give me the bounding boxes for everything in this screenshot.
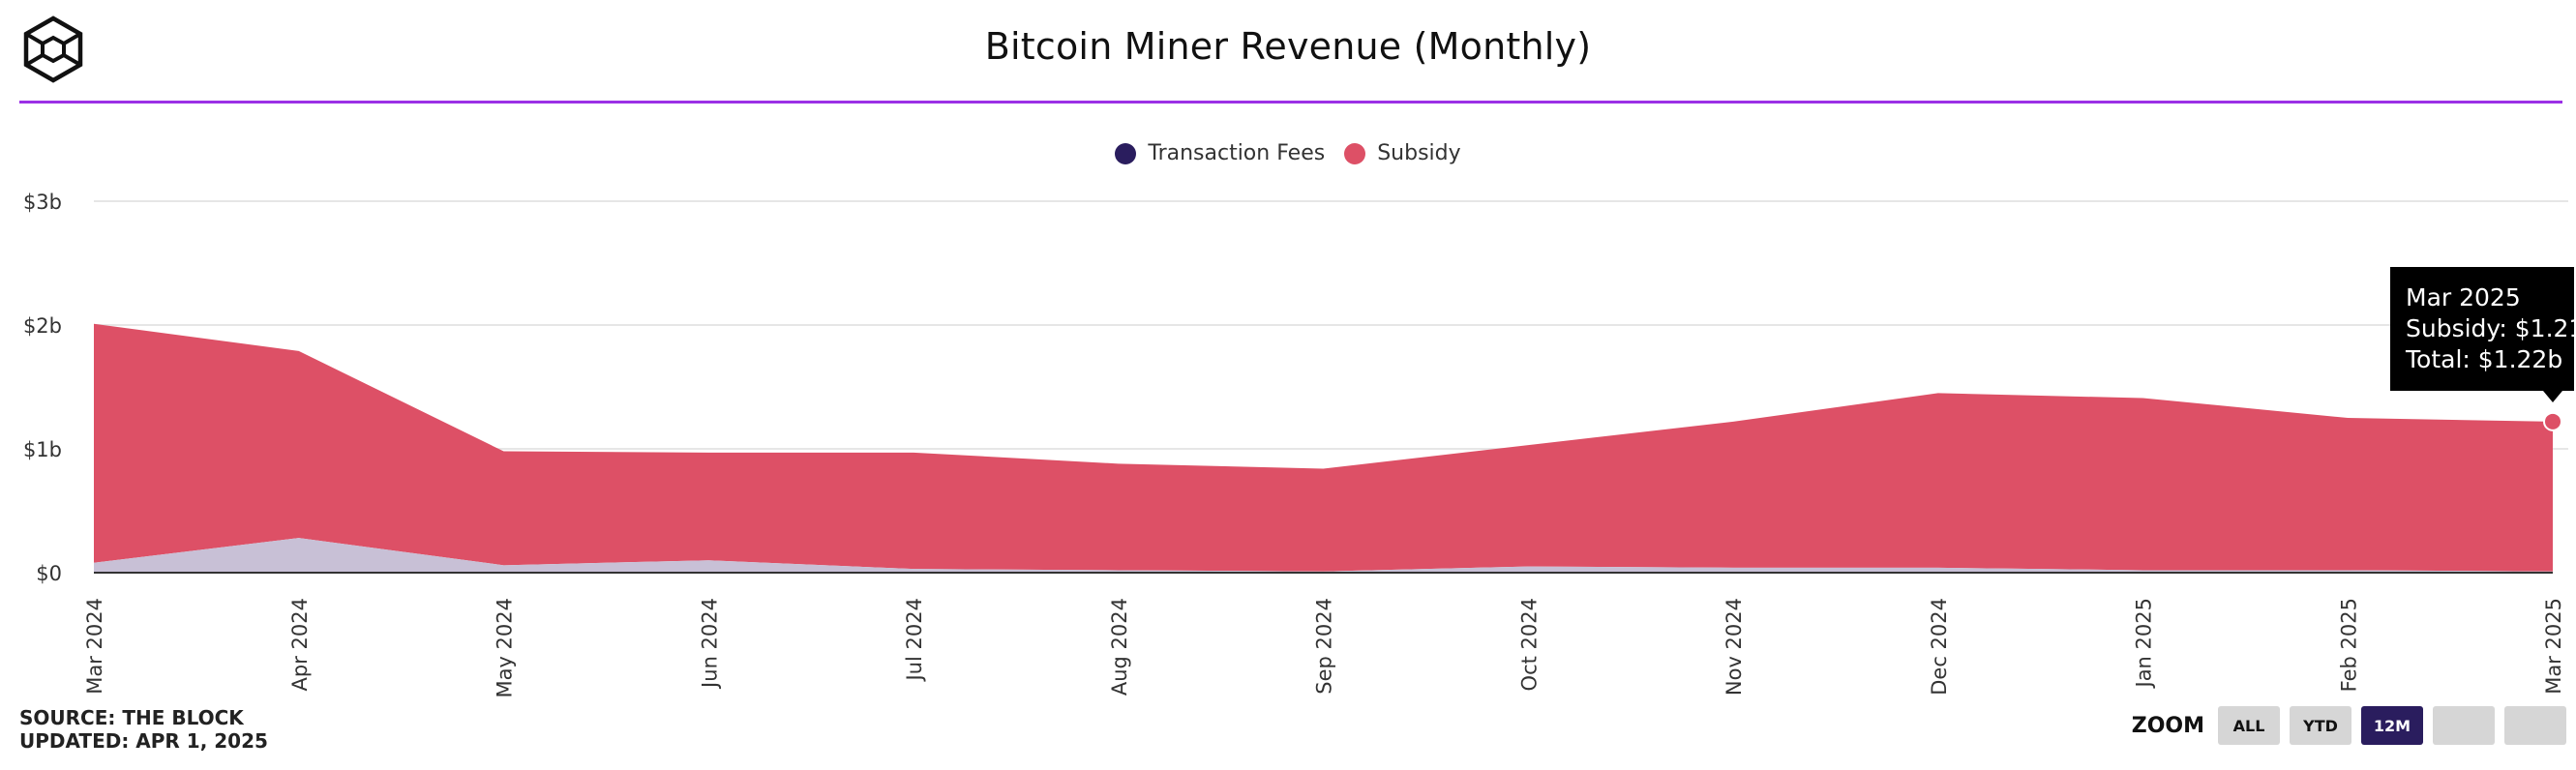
x-tick-label: May 2024 (494, 598, 517, 698)
transaction-fees-area (94, 538, 2553, 573)
zoom-12m-button[interactable]: 12M (2361, 706, 2423, 745)
zoom-controls: ZOOM ALL YTD 12M (2132, 706, 2576, 745)
x-tick-label: Feb 2025 (2337, 598, 2360, 692)
x-tick-label: Oct 2024 (1517, 598, 1541, 691)
x-tick-label: Sep 2024 (1313, 598, 1336, 695)
source-label: SOURCE: THE BLOCK (19, 706, 244, 729)
x-tick-label: Dec 2024 (1928, 598, 1951, 696)
tooltip-line3: Total: $1.22b (2405, 345, 2562, 373)
x-tick-label: Apr 2024 (288, 598, 312, 691)
chart-title: Bitcoin Miner Revenue (Monthly) (984, 25, 1592, 68)
zoom-extra-button-2[interactable] (2504, 706, 2566, 745)
x-tick-label: Mar 2025 (2542, 598, 2565, 695)
legend-label-subsidy: Subsidy (1377, 141, 1461, 165)
legend-marker-subsidy (1344, 142, 1366, 164)
x-tick-label: Jun 2024 (698, 598, 721, 690)
tooltip-pointer (2543, 391, 2562, 402)
x-tick-label: Jan 2025 (2133, 598, 2156, 690)
zoom-extra-button-1[interactable] (2433, 706, 2495, 745)
legend-item-transaction-fees[interactable]: Transaction Fees (1115, 141, 1325, 165)
title-divider (19, 101, 2562, 104)
tooltip-box (2390, 267, 2574, 391)
x-tick-label: Jul 2024 (903, 598, 926, 682)
zoom-ytd-button[interactable]: YTD (2290, 706, 2351, 745)
y-tick-label: $3b (23, 191, 62, 214)
the-block-logo (19, 15, 87, 83)
tooltip-line1: Mar 2025 (2406, 283, 2521, 311)
highlighted-point (2543, 411, 2562, 431)
legend-label-transaction-fees: Transaction Fees (1148, 141, 1326, 165)
source-note: SOURCE: THE BLOCK UPDATED: APR 1, 2025 (19, 706, 268, 753)
y-tick-label: $0 (36, 562, 62, 585)
tooltip-line2: Subsidy: $1.21b (2406, 314, 2576, 342)
x-tick-label: Mar 2024 (83, 598, 106, 695)
zoom-label: ZOOM (2131, 713, 2204, 738)
x-tick-label: Aug 2024 (1108, 598, 1131, 696)
chart-legend: Transaction Fees Subsidy (0, 141, 2576, 165)
x-tick-label: Nov 2024 (1722, 598, 1746, 696)
zoom-all-button[interactable]: ALL (2218, 706, 2280, 745)
legend-item-subsidy[interactable]: Subsidy (1344, 141, 1461, 165)
y-tick-label: $1b (23, 438, 62, 461)
subsidy-area (94, 323, 2553, 572)
tooltip: Mar 2025 Subsidy: $1.21b Total: $1.22b (2390, 267, 2576, 402)
legend-marker-transaction-fees (1115, 142, 1137, 164)
updated-label: UPDATED: APR 1, 2025 (19, 729, 268, 753)
y-tick-label: $2b (23, 314, 62, 338)
